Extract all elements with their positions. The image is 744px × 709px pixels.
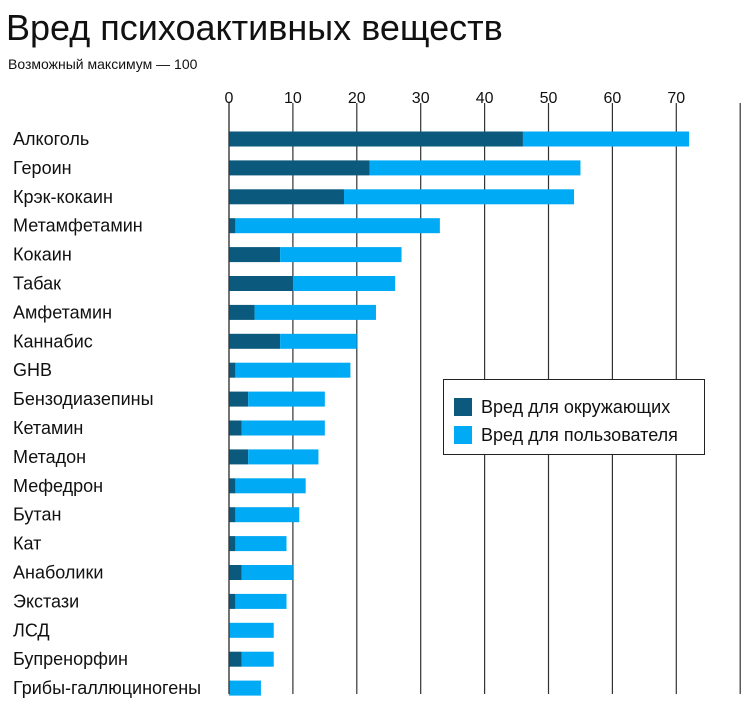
bar-others (229, 593, 236, 609)
x-tick-label: 70 (667, 90, 685, 107)
x-tick-label: 60 (604, 90, 622, 107)
category-label: Мефедрон (13, 476, 103, 496)
bar-others (229, 565, 242, 580)
bar-others (229, 651, 242, 667)
bar-user (280, 247, 402, 263)
legend-swatch-user (454, 426, 472, 444)
legend-label-others: Вред для окружающих (481, 396, 671, 417)
category-label: Кетамин (13, 418, 83, 438)
category-label: GHB (13, 360, 52, 380)
bar-others (229, 218, 236, 234)
bar-others (229, 449, 249, 465)
bar-user (369, 160, 581, 176)
bar-others (229, 478, 236, 494)
bar-user (241, 565, 293, 580)
category-label: Экстази (13, 591, 79, 611)
x-tick-label: 0 (225, 90, 234, 107)
bar-others (229, 189, 345, 205)
chart-legend: Вред для окружающих Вред для пользовател… (443, 379, 705, 455)
category-label: Героин (13, 158, 72, 178)
bar-user (280, 333, 357, 349)
bar-others (229, 131, 523, 147)
legend-item-others: Вред для окружающих (454, 394, 704, 420)
x-tick-label: 10 (284, 90, 302, 107)
category-label: Бензодиазепины (13, 389, 154, 409)
bar-others (229, 391, 249, 407)
bar-others (229, 247, 281, 263)
category-label: ЛСД (13, 620, 50, 640)
category-label: Крэк-кокаин (13, 187, 113, 207)
bar-user (522, 131, 690, 147)
category-label: Амфетамин (13, 302, 112, 322)
category-label: Кокаин (13, 245, 72, 265)
bar-user (235, 536, 287, 552)
category-label: Метадон (13, 447, 86, 467)
category-label: Грибы-галлюциногены (13, 678, 201, 698)
legend-swatch-others (454, 398, 472, 416)
bar-others (229, 362, 236, 378)
bar-user (241, 651, 274, 667)
category-label: Табак (13, 274, 61, 294)
bar-others (229, 536, 236, 552)
bar-user (229, 622, 274, 638)
bar-user (235, 218, 440, 234)
bar-user (344, 189, 575, 205)
bar-user (248, 449, 319, 465)
chart-title: Вред психоактивных веществ (6, 7, 503, 48)
x-tick-label: 30 (412, 90, 430, 107)
category-label: Алкоголь (13, 129, 89, 149)
bar-others (229, 160, 370, 176)
category-label: Каннабис (13, 331, 93, 351)
bar-user (229, 680, 261, 696)
x-tick-label: 50 (540, 90, 558, 107)
bar-others (229, 276, 293, 291)
chart-subtitle: Возможный максимум — 100 (8, 56, 198, 72)
category-label: Кат (13, 534, 41, 554)
bar-user (292, 276, 396, 291)
bar-user (248, 391, 325, 407)
bar-user (241, 420, 325, 436)
category-label: Метамфетамин (13, 216, 143, 236)
bar-user (235, 593, 287, 609)
bar-others (229, 507, 236, 523)
category-label: Бупренорфин (13, 649, 128, 669)
category-label: Анаболики (13, 563, 103, 583)
x-tick-label: 40 (476, 90, 494, 107)
bar-others (229, 420, 242, 436)
bar-user (235, 507, 300, 523)
bar-others (229, 304, 255, 320)
x-tick-label: 20 (348, 90, 366, 107)
bar-user (235, 362, 351, 378)
bar-others (229, 333, 281, 349)
legend-label-user: Вред для пользователя (481, 424, 678, 445)
category-label: Бутан (13, 505, 61, 525)
bar-user (254, 304, 376, 320)
legend-item-user: Вред для пользователя (454, 422, 704, 448)
bar-user (235, 478, 306, 494)
